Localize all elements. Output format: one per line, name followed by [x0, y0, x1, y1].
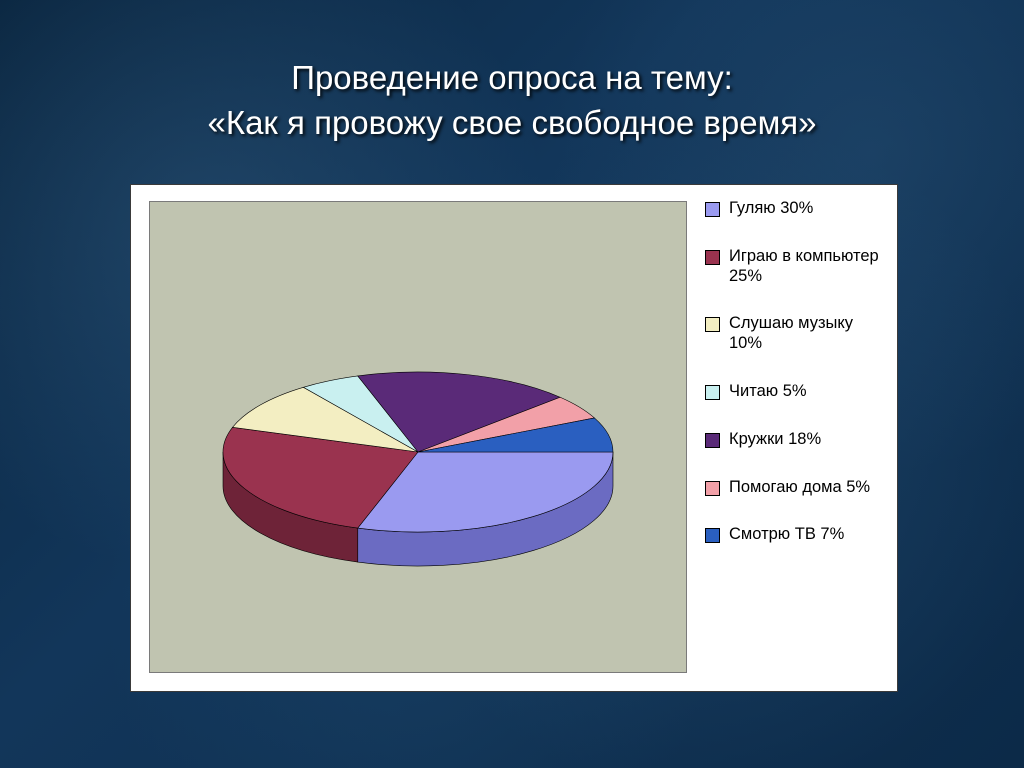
legend-item: Слушаю музыку 10%	[705, 314, 885, 354]
legend-item: Гуляю 30%	[705, 199, 885, 219]
legend-label: Гуляю 30%	[729, 199, 885, 219]
legend-item: Кружки 18%	[705, 430, 885, 450]
legend-swatch	[705, 433, 720, 448]
title-line-1: Проведение опроса на тему:	[0, 56, 1024, 101]
legend-swatch	[705, 385, 720, 400]
legend-label: Смотрю ТВ 7%	[729, 525, 885, 545]
legend-swatch	[705, 202, 720, 217]
title-line-2: «Как я провожу свое свободное время»	[0, 101, 1024, 146]
plot-area	[149, 201, 687, 673]
legend-item: Смотрю ТВ 7%	[705, 525, 885, 545]
legend-label: Играю в компьютер 25%	[729, 247, 885, 287]
legend-label: Кружки 18%	[729, 430, 885, 450]
legend-item: Читаю 5%	[705, 382, 885, 402]
legend-label: Слушаю музыку 10%	[729, 314, 885, 354]
pie-chart	[150, 202, 686, 672]
legend-swatch	[705, 481, 720, 496]
legend-label: Помогаю дома 5%	[729, 478, 885, 498]
legend-swatch	[705, 528, 720, 543]
legend-item: Помогаю дома 5%	[705, 478, 885, 498]
legend-swatch	[705, 317, 720, 332]
chart-panel: Гуляю 30% Играю в компьютер 25% Слушаю муз…	[130, 184, 898, 692]
legend-label: Читаю 5%	[729, 382, 885, 402]
slide-title: Проведение опроса на тему: «Как я провож…	[0, 56, 1024, 145]
legend-item: Играю в компьютер 25%	[705, 247, 885, 287]
slide-background: Проведение опроса на тему: «Как я провож…	[0, 0, 1024, 768]
legend: Гуляю 30% Играю в компьютер 25% Слушаю муз…	[705, 199, 885, 573]
legend-swatch	[705, 250, 720, 265]
